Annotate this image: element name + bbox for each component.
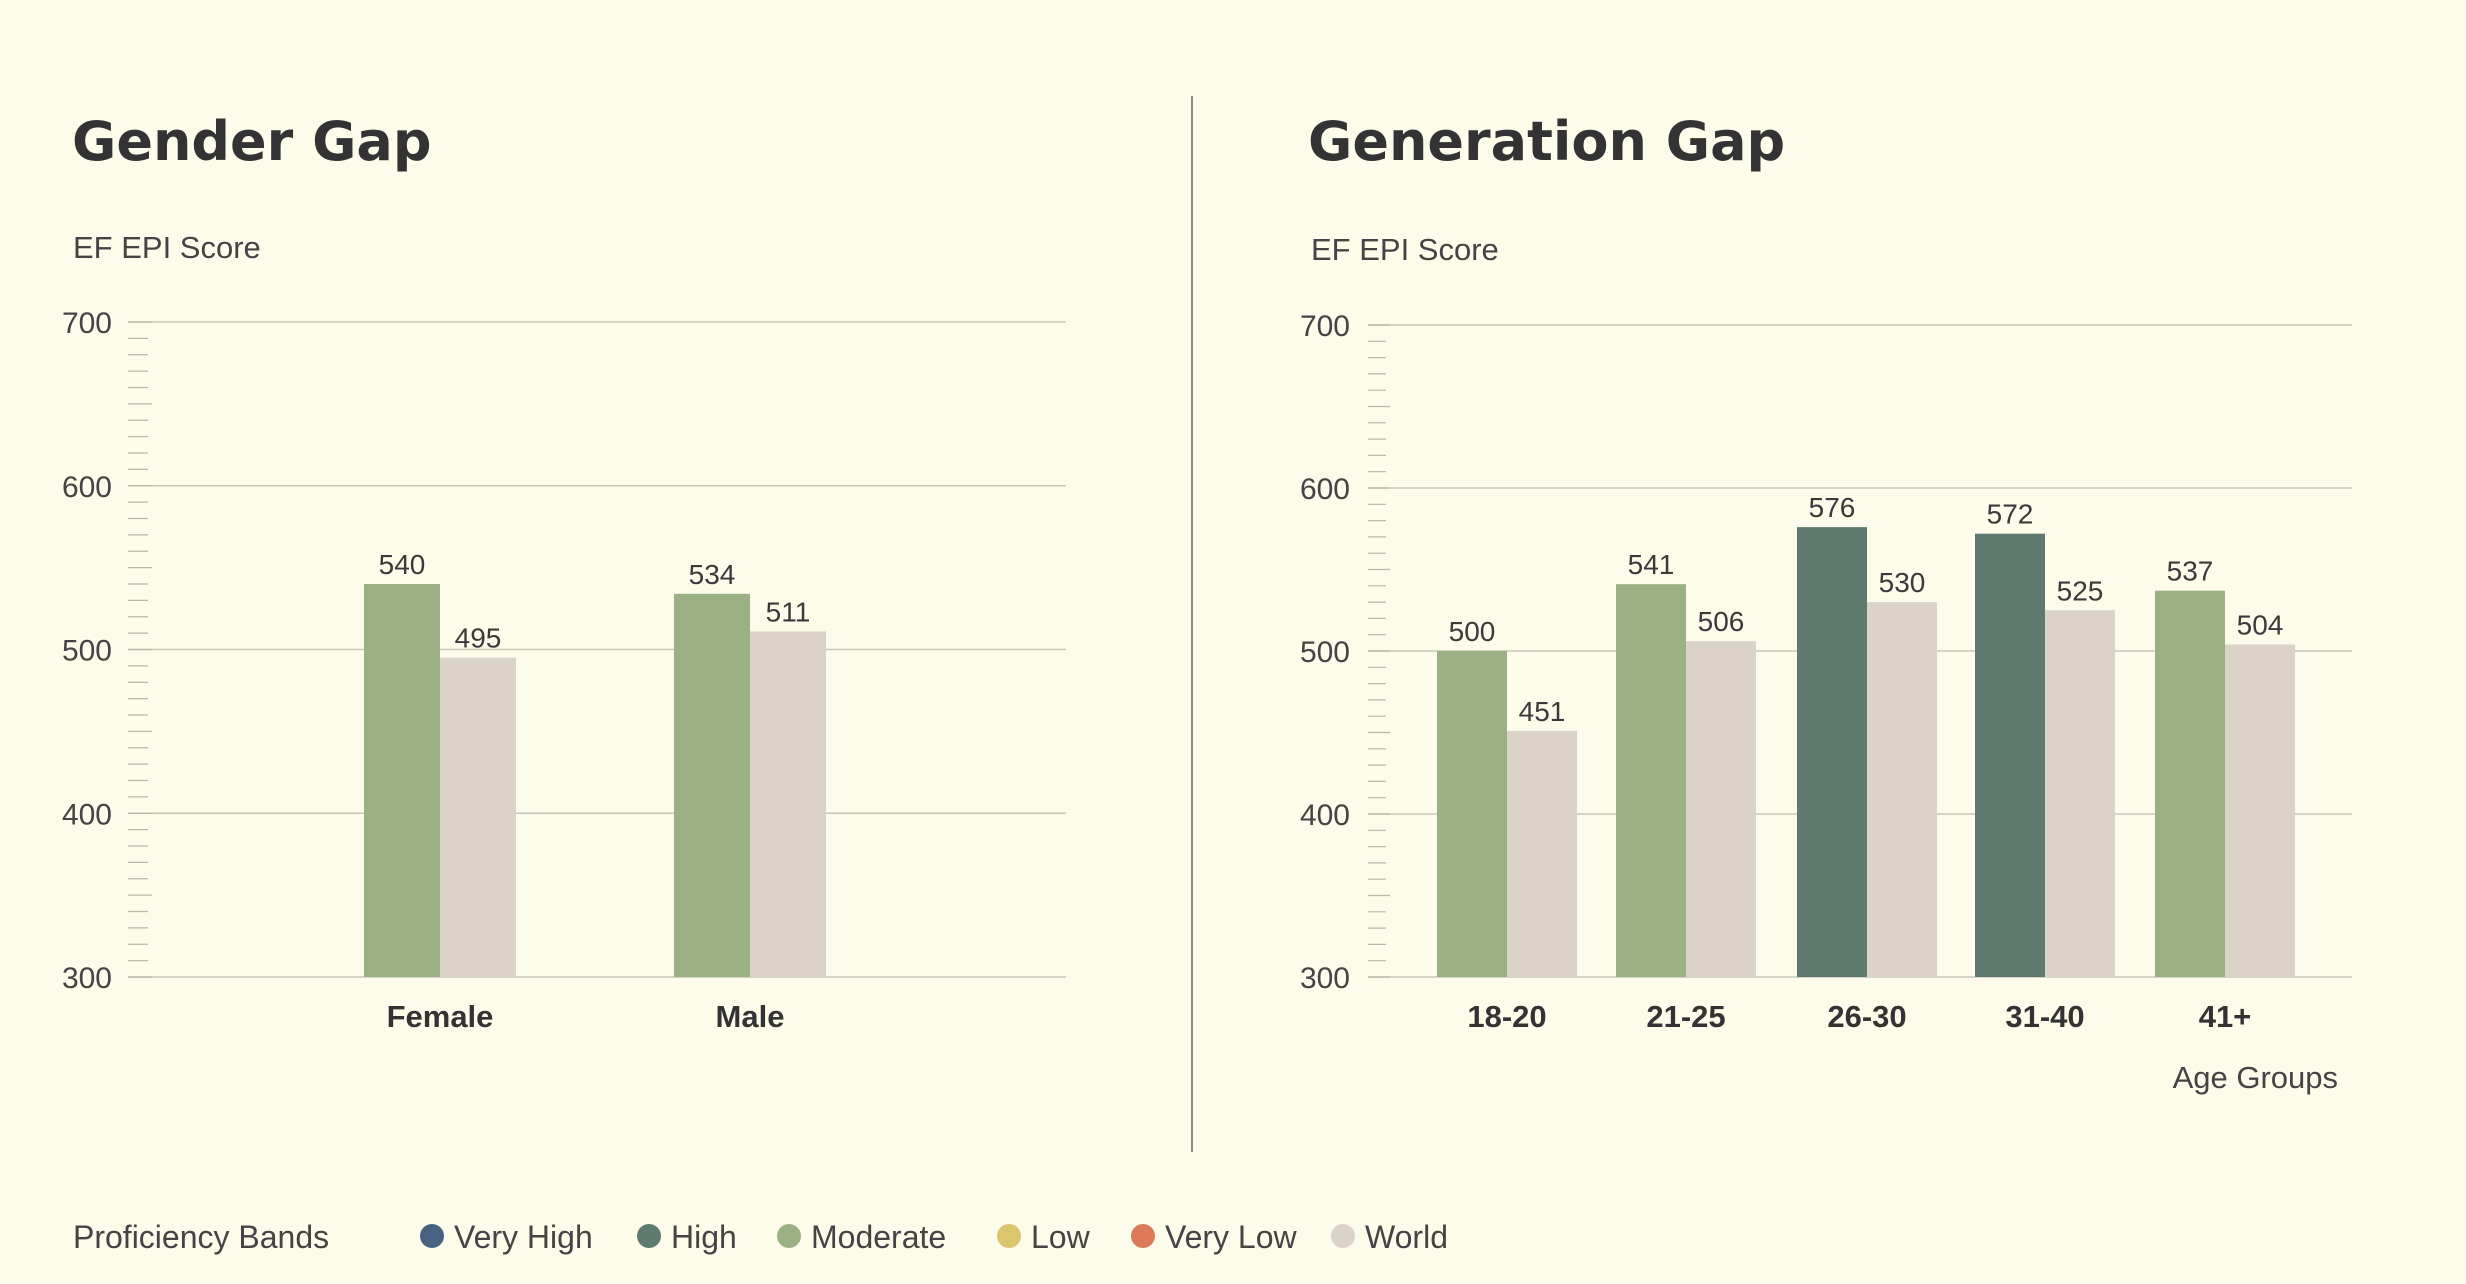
y-tick-label: 600 [62, 471, 112, 504]
data-label: 537 [2167, 556, 2214, 587]
x-axis-label: Age Groups [2173, 1060, 2338, 1095]
bar-country [1616, 584, 1686, 977]
legend-label: Very Low [1165, 1219, 1298, 1255]
y-axis-label: EF EPI Score [73, 230, 261, 265]
minor-ticks [128, 321, 152, 978]
legend-label: Very High [454, 1219, 593, 1255]
data-label: 495 [455, 623, 502, 654]
y-tick-label: 700 [62, 307, 112, 340]
data-label: 534 [689, 559, 736, 590]
legend-swatch [997, 1224, 1021, 1248]
x-tick-label: 31-40 [2005, 999, 2084, 1034]
legend-title: Proficiency Bands [73, 1219, 329, 1255]
legend-swatch [420, 1224, 444, 1248]
x-tick-label: Female [387, 999, 494, 1034]
bar-country [1437, 651, 1507, 977]
legend-label: High [671, 1219, 737, 1255]
bar-country [364, 584, 440, 977]
bar-country [2155, 590, 2225, 977]
x-tick-labels: Female Male [387, 999, 785, 1034]
bar-world [1867, 602, 1937, 977]
y-tick-label: 500 [62, 635, 112, 668]
chart-title: Gender Gap [72, 110, 432, 173]
legend-swatch [1331, 1224, 1355, 1248]
data-label: 506 [1698, 606, 1745, 637]
minor-ticks [1368, 324, 1390, 978]
bar-world [2225, 644, 2295, 977]
y-tick-labels: 700 600 500 400 300 [1300, 310, 1350, 995]
data-label: 511 [766, 596, 811, 627]
legend-label: Moderate [811, 1219, 946, 1255]
bar-world [440, 657, 516, 977]
y-tick-label: 300 [1300, 962, 1350, 995]
bar-country [1797, 527, 1867, 977]
data-label: 530 [1879, 567, 1926, 598]
y-tick-label: 400 [1300, 799, 1350, 832]
bars: 540 495 534 511 [364, 549, 826, 977]
data-label: 540 [379, 549, 426, 580]
y-tick-label: 300 [62, 962, 112, 995]
legend-label: World [1365, 1219, 1448, 1255]
data-label: 576 [1809, 492, 1856, 523]
bar-world [1686, 641, 1756, 977]
legend-label: Low [1031, 1219, 1091, 1255]
x-tick-labels: 18-20 21-25 26-30 31-40 41+ [1467, 999, 2251, 1034]
chart-title: Generation Gap [1308, 110, 1785, 173]
legend: Proficiency Bands Very High High Moderate L… [73, 1219, 1448, 1255]
data-label: 541 [1628, 549, 1675, 580]
y-tick-label: 600 [1300, 473, 1350, 506]
generation-gap-chart: Generation Gap EF EPI Score 700 600 500 400… [1300, 110, 2352, 1095]
x-tick-label: 41+ [2199, 999, 2252, 1034]
legend-items: Very High High Moderate Low Very Low World [420, 1219, 1448, 1255]
data-label: 572 [1987, 499, 2034, 530]
legend-swatch [1131, 1224, 1155, 1248]
y-axis-label: EF EPI Score [1311, 232, 1499, 267]
bar-world [1507, 730, 1577, 977]
legend-swatch [777, 1224, 801, 1248]
y-tick-label: 400 [62, 798, 112, 831]
bar-world [750, 631, 826, 977]
data-label: 525 [2057, 575, 2104, 606]
x-tick-label: 21-25 [1646, 999, 1725, 1034]
data-label: 504 [2237, 609, 2284, 640]
x-tick-label: 18-20 [1467, 999, 1546, 1034]
bars: 500 451 541 506 576 530 572 525 537 504 [1437, 492, 2295, 977]
y-tick-label: 700 [1300, 310, 1350, 343]
bar-country [674, 593, 750, 977]
bar-country [1975, 533, 2045, 977]
data-label: 451 [1519, 696, 1566, 727]
y-tick-labels: 700 600 500 400 300 [62, 307, 112, 995]
gridlines [128, 321, 1066, 978]
legend-swatch [637, 1224, 661, 1248]
x-tick-label: 26-30 [1827, 999, 1906, 1034]
gender-gap-chart: Gender Gap EF EPI Score 700600500400300 … [62, 110, 1066, 1034]
y-tick-label: 500 [1300, 636, 1350, 669]
x-tick-label: Male [716, 999, 785, 1034]
bar-world [2045, 610, 2115, 977]
data-label: 500 [1449, 616, 1496, 647]
